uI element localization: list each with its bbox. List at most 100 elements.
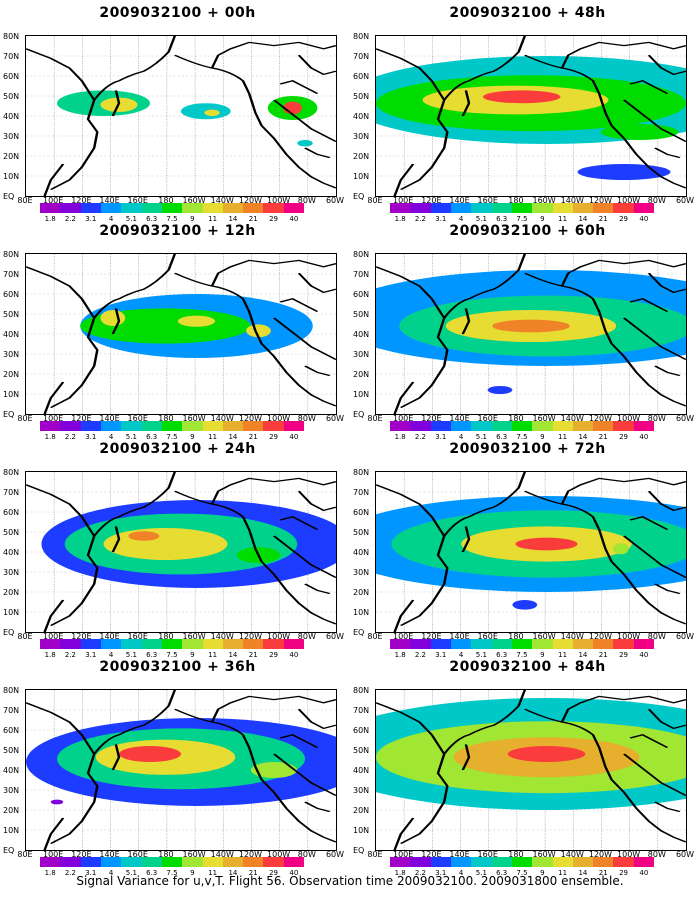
coastline: [393, 599, 415, 632]
x-axis-label: 160E: [127, 850, 148, 859]
y-axis-label: 70N: [353, 706, 370, 715]
panel-title: 2009032100 + 84h: [449, 659, 606, 675]
colorbar-swatch: [633, 857, 655, 867]
x-axis-label: 120W: [588, 414, 613, 423]
coastline: [173, 708, 336, 843]
colorbar: [40, 639, 305, 649]
x-axis-label: 80W: [297, 850, 316, 859]
colorbar-label: 2.2: [414, 215, 427, 223]
map-area: [25, 689, 337, 851]
map-area: [375, 35, 687, 197]
map-panel: 2009032100 + 36h 80N 70N 60N 50N 40N 30N 20N 10N…: [3, 659, 350, 879]
x-axis-label: 100W: [267, 414, 291, 423]
figure-caption: Signal Variance for u,v,T. Flight 56. Ob…: [76, 874, 624, 888]
coastline: [111, 744, 121, 771]
x-axis-label: 140W: [560, 632, 584, 641]
colorbar-label: 9: [540, 433, 545, 441]
y-axis-label: 10N: [3, 390, 20, 399]
colorbar-label: 9: [190, 869, 195, 877]
y-axis-label: 30N: [3, 568, 20, 577]
colorbar-swatch: [60, 857, 81, 867]
variance-region: [512, 600, 538, 610]
colorbar-swatch: [202, 639, 223, 649]
x-axis-label: 80E: [17, 632, 33, 641]
colorbar-swatch: [121, 203, 142, 213]
colorbar-swatch: [40, 203, 61, 213]
colorbar-swatch: [491, 639, 512, 649]
colorbar-label: 21: [598, 651, 608, 659]
coastline: [622, 99, 686, 143]
colorbar-swatch: [222, 857, 244, 867]
colorbar-swatch: [450, 639, 472, 649]
colorbar-label: 4: [458, 651, 464, 659]
colorbar-swatch: [572, 639, 594, 649]
colorbar-swatch: [410, 857, 431, 867]
colorbar-label: 1.8: [44, 433, 56, 441]
coastline: [173, 54, 336, 189]
colorbar-swatch: [263, 421, 284, 431]
variance-region: [297, 140, 313, 147]
y-axis-label: 50N: [353, 310, 370, 319]
colorbar-label: 40: [289, 215, 299, 223]
x-axis-label: 120E: [71, 196, 92, 205]
map-area: [375, 471, 687, 633]
coastline: [376, 702, 449, 845]
colorbar-swatch: [202, 203, 223, 213]
coastline: [443, 472, 527, 537]
coastline: [560, 695, 686, 723]
y-axis-label: 50N: [353, 92, 370, 101]
coastline: [210, 695, 336, 723]
map-area: [375, 689, 687, 851]
x-axis-label: 120E: [71, 632, 92, 641]
x-axis-label: 100E: [393, 850, 414, 859]
colorbar-label: 6.3: [496, 651, 508, 659]
x-axis-label: 100W: [617, 196, 641, 205]
colorbar-label: 40: [289, 651, 299, 659]
colorbar-swatch: [263, 857, 284, 867]
y-axis-label: 70N: [353, 52, 370, 61]
colorbar-label: 21: [248, 869, 258, 877]
colorbar-swatch: [141, 857, 162, 867]
x-axis-label: 160E: [127, 196, 148, 205]
coastline: [43, 599, 65, 632]
colorbar-swatch: [593, 639, 614, 649]
y-axis-label: 70N: [353, 270, 370, 279]
colorbar-swatch: [471, 421, 492, 431]
variance-region: [119, 746, 181, 762]
x-axis-label: 80W: [647, 850, 666, 859]
colorbar-label: 21: [598, 215, 608, 223]
x-axis-label: 140E: [99, 632, 120, 641]
x-axis-label: 120W: [238, 850, 263, 859]
colorbar-label: 9: [540, 215, 545, 223]
colorbar-label: 6.3: [496, 433, 508, 441]
coastline: [93, 690, 177, 755]
colorbar-label: 4: [108, 215, 114, 223]
coastline: [647, 708, 686, 730]
colorbar-label: 5.1: [475, 215, 487, 223]
colorbar-swatch: [40, 857, 61, 867]
colorbar-swatch: [450, 857, 472, 867]
x-axis-label: 120E: [421, 632, 442, 641]
colorbar-label: 6.3: [146, 215, 158, 223]
x-axis-label: 180: [508, 632, 524, 641]
coastline: [272, 317, 336, 361]
colorbar-label: 11: [208, 869, 218, 877]
colorbar-label: 14: [228, 215, 238, 223]
y-axis-label: 80N: [353, 250, 370, 259]
x-axis-label: 160W: [532, 196, 556, 205]
colorbar-label: 7.5: [166, 651, 178, 659]
coastline: [461, 308, 471, 335]
coastline: [560, 41, 686, 69]
x-axis-label: 80E: [17, 414, 33, 423]
x-axis-label: 120W: [588, 196, 613, 205]
x-axis-label: 180: [508, 414, 524, 423]
colorbar-swatch: [243, 639, 264, 649]
coastline: [647, 490, 686, 512]
x-axis-label: 80W: [297, 196, 316, 205]
colorbar-label: 1.8: [394, 651, 406, 659]
colorbar-swatch: [552, 639, 573, 649]
map-panel: 2009032100 + 60h 80N 70N 60N 50N 40N 30N 20N 10N…: [353, 223, 700, 443]
colorbar-label: 5.1: [125, 433, 137, 441]
coastline: [26, 48, 99, 191]
colorbar-swatch: [593, 421, 614, 431]
